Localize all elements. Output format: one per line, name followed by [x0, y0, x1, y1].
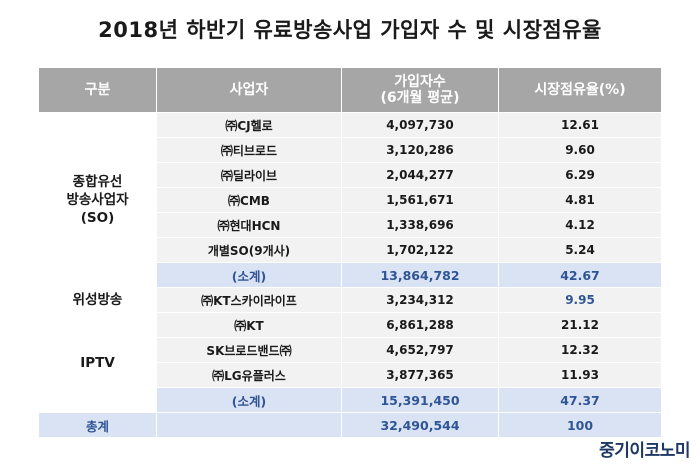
table-row: ㈜티브로드 3,120,286 9.60	[39, 137, 662, 163]
share-cell: 6.29	[498, 162, 662, 188]
subscribers-cell: 4,097,730	[341, 112, 499, 138]
table-row: ㈜딜라이브 2,044,277 6.29	[39, 162, 662, 188]
share-cell: 9.95	[498, 287, 662, 313]
operator-cell: ㈜딜라이브	[156, 162, 342, 188]
share-cell: 4.81	[498, 187, 662, 213]
subscribers-cell: 2,044,277	[341, 162, 499, 188]
subtotal-subscribers: 15,391,450	[341, 387, 499, 413]
share-cell: 21.12	[498, 312, 662, 338]
subscribers-cell: 1,702,122	[341, 237, 499, 263]
share-cell: 4.12	[498, 212, 662, 238]
total-empty-cell	[156, 412, 342, 438]
subscribers-cell: 6,861,288	[341, 312, 499, 338]
operator-cell: ㈜티브로드	[156, 137, 342, 163]
total-label: 총계	[38, 412, 157, 438]
category-cell-satellite: 위성방송	[38, 287, 157, 313]
category-line: 종합유선	[72, 174, 123, 190]
subscribers-cell: 3,234,312	[341, 287, 499, 313]
table-row: 위성방송 ㈜KT스카이라이프 3,234,312 9.95	[38, 287, 662, 313]
header-operator: 사업자	[156, 67, 342, 113]
subtotal-label: (소계)	[156, 387, 342, 413]
operator-cell: ㈜LG유플러스	[156, 362, 342, 388]
watermark-logo: 중기이코노미	[599, 441, 690, 461]
table-row: ㈜현대HCN 1,338,696 4.12	[39, 212, 662, 238]
operator-cell: ㈜KT스카이라이프	[156, 287, 342, 313]
category-line: 방송사업자	[66, 192, 129, 208]
table-row: ㈜CMB 1,561,671 4.81	[39, 187, 662, 213]
header-subscribers-line1: 가입자수	[394, 74, 446, 90]
share-cell: 5.24	[498, 237, 662, 263]
subtotal-subscribers: 13,864,782	[341, 262, 499, 288]
subscribers-cell: 1,561,671	[341, 187, 499, 213]
subscribers-cell: 3,877,365	[341, 362, 499, 388]
table-row: 종합유선 방송사업자 (SO) ㈜CJ헬로 4,097,730 12.61	[38, 112, 662, 288]
total-row: 총계 32,490,544 100	[38, 412, 662, 438]
category-cell-so: 종합유선 방송사업자 (SO)	[38, 112, 157, 288]
subscribers-cell: 4,652,797	[341, 337, 499, 363]
subscribers-cell: 3,120,286	[341, 137, 499, 163]
subtotal-label: (소계)	[156, 262, 342, 288]
header-subscribers: 가입자수 (6개월 평균)	[341, 67, 499, 113]
table-row: ㈜LG유플러스 3,877,365 11.93	[39, 362, 662, 388]
header-share: 시장점유율(%)	[498, 67, 662, 113]
operator-cell: ㈜CMB	[156, 187, 342, 213]
subscribers-cell: 1,338,696	[341, 212, 499, 238]
page-title: 2018년 하반기 유료방송사업 가입자 수 및 시장점유율	[98, 18, 602, 42]
category-line: (SO)	[80, 210, 115, 226]
table-row: SK브로드밴드㈜ 4,652,797 12.32	[39, 337, 662, 363]
operator-cell: ㈜CJ헬로	[156, 112, 342, 138]
operator-cell: ㈜현대HCN	[156, 212, 342, 238]
share-cell: 11.93	[498, 362, 662, 388]
subtotal-share: 47.37	[498, 387, 662, 413]
table-row: 개별SO(9개사) 1,702,122 5.24	[39, 237, 662, 263]
total-subscribers: 32,490,544	[341, 412, 499, 438]
subtotal-row-iptv: (소계) 15,391,450 47.37	[39, 387, 662, 413]
subtotal-share: 42.67	[498, 262, 662, 288]
category-cell-iptv: IPTV	[38, 312, 157, 413]
share-cell: 9.60	[498, 137, 662, 163]
operator-cell: SK브로드밴드㈜	[156, 337, 342, 363]
operator-cell: 개별SO(9개사)	[156, 237, 342, 263]
header-category: 구분	[38, 67, 157, 113]
operator-cell: ㈜KT	[156, 312, 342, 338]
share-cell: 12.32	[498, 337, 662, 363]
subscriber-table: 구분 사업자 가입자수 (6개월 평균) 시장점유율(%) 종합유선 방송사업자…	[38, 67, 662, 438]
table-row: IPTV ㈜KT 6,861,288 21.12	[38, 312, 662, 413]
share-cell: 12.61	[498, 112, 662, 138]
total-share: 100	[498, 412, 662, 438]
header-subscribers-line2: (6개월 평균)	[380, 90, 460, 106]
